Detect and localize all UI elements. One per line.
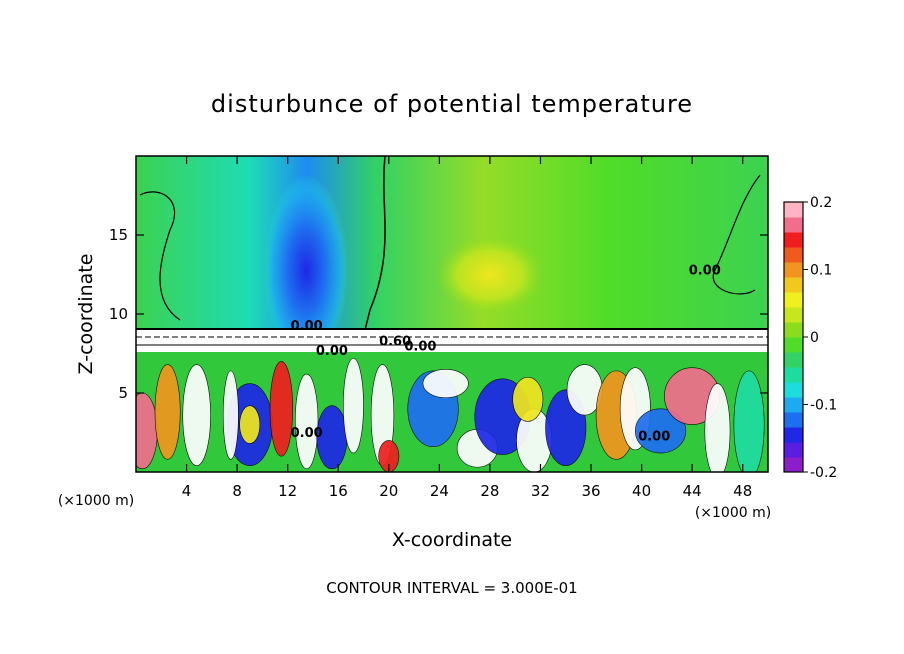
- x-unit-label-left: (×1000 m): [58, 493, 134, 509]
- x-tick-label: 40: [632, 482, 651, 500]
- eddy-region: [154, 364, 181, 460]
- colorbar-swatch: [784, 277, 803, 293]
- contour-label: 0.00: [638, 429, 670, 444]
- contour-label: 0.60: [379, 335, 411, 350]
- x-tick-label: 36: [581, 482, 600, 500]
- colorbar-swatch: [784, 427, 803, 443]
- inversion-layer-white: [136, 328, 768, 352]
- eddy-region: [704, 383, 731, 472]
- colorbar-tick-label: 0: [810, 330, 819, 346]
- colorbar-tick-label: 0.1: [810, 263, 832, 279]
- eddy-region: [733, 370, 765, 472]
- eddy-region: [422, 368, 469, 399]
- zero-contour-right: [712, 174, 761, 295]
- colorbar-swatch: [784, 412, 803, 428]
- positive-anomaly-core: [435, 235, 545, 315]
- contour-label: 0.00: [404, 339, 436, 354]
- x-tick-label: 32: [531, 482, 550, 500]
- eddy-region: [634, 408, 687, 454]
- zero-contour-upper: [364, 156, 386, 331]
- colorbar-swatch: [784, 307, 803, 323]
- eddy-region: [136, 392, 158, 470]
- boundary-layer-eddies: [136, 357, 765, 472]
- contour-labels: 0.000.000.600.000.00 0.000.00: [291, 264, 721, 445]
- y-tick-label: 15: [109, 226, 128, 244]
- eddy-region: [512, 376, 544, 422]
- colorbar-swatch: [784, 217, 803, 233]
- colorbar-tick-label: -0.1: [810, 398, 837, 414]
- contour-label: 0.00: [291, 426, 323, 441]
- colorbar-swatch: [784, 457, 803, 473]
- x-tick-label: 8: [232, 482, 242, 500]
- zero-contour-left: [139, 191, 181, 321]
- colorbar-swatch: [784, 382, 803, 398]
- colorbar-swatch: [784, 202, 803, 218]
- colorbar: 0.2 0.1 0 -0.1 -0.2: [783, 195, 837, 481]
- colorbar-swatch: [784, 247, 803, 263]
- x-tick-label: 12: [278, 482, 297, 500]
- eddy-region: [269, 361, 294, 457]
- eddy-region: [342, 357, 364, 454]
- y-tick-label: 10: [109, 305, 128, 323]
- x-tick-label: 24: [430, 482, 449, 500]
- colorbar-tick-label: 0.2: [810, 195, 832, 211]
- colorbar-swatch: [784, 232, 803, 248]
- eddy-region: [294, 373, 319, 470]
- x-tick-label: 48: [733, 482, 752, 500]
- x-unit-label-right: (×1000 m): [695, 505, 771, 521]
- y-axis-ticks: 5 10 15: [109, 226, 768, 402]
- negative-anomaly-core: [264, 175, 348, 365]
- chart-title: disturbunce of potential temperature: [211, 90, 693, 118]
- x-tick-label: 44: [683, 482, 702, 500]
- colorbar-tick-label: -0.2: [810, 465, 837, 481]
- colorbar-swatch: [784, 352, 803, 368]
- colorbar-swatch: [784, 442, 803, 458]
- eddy-region: [182, 364, 211, 466]
- y-axis-label: Z-coordinate: [75, 254, 97, 375]
- y-tick-label: 5: [118, 384, 128, 402]
- colorbar-swatch: [784, 292, 803, 308]
- contour-label: 0.00: [316, 344, 348, 359]
- eddy-region: [239, 405, 261, 444]
- x-tick-label: 16: [329, 482, 348, 500]
- eddy-region: [378, 440, 400, 472]
- colorbar-swatch: [784, 262, 803, 278]
- upper-layer-field: [136, 156, 768, 336]
- eddy-region: [222, 370, 239, 460]
- contour-label: 0.00: [689, 264, 721, 279]
- contour-label: 0.00: [291, 319, 323, 334]
- colorbar-swatch: [784, 397, 803, 413]
- x-tick-label: 28: [480, 482, 499, 500]
- x-tick-label: 4: [182, 482, 192, 500]
- contour-interval-footer: CONTOUR INTERVAL = 3.000E-01: [326, 579, 577, 597]
- x-axis-ticks: 4 8 12 16 20 24 28 32 36 40 44 48: [182, 156, 752, 500]
- x-tick-label: 20: [379, 482, 398, 500]
- colorbar-swatch: [784, 337, 803, 353]
- plot-area: 0.000.000.600.000.00 0.000.00: [136, 156, 768, 472]
- x-axis-label: X-coordinate: [392, 529, 512, 551]
- colorbar-swatch: [784, 322, 803, 338]
- colorbar-swatch: [784, 367, 803, 383]
